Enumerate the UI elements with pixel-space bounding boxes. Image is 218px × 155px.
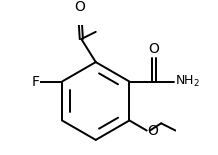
Text: NH$_2$: NH$_2$ xyxy=(175,74,200,89)
Text: F: F xyxy=(31,75,39,89)
Text: O: O xyxy=(148,42,159,56)
Text: O: O xyxy=(147,124,158,138)
Text: O: O xyxy=(75,0,85,14)
